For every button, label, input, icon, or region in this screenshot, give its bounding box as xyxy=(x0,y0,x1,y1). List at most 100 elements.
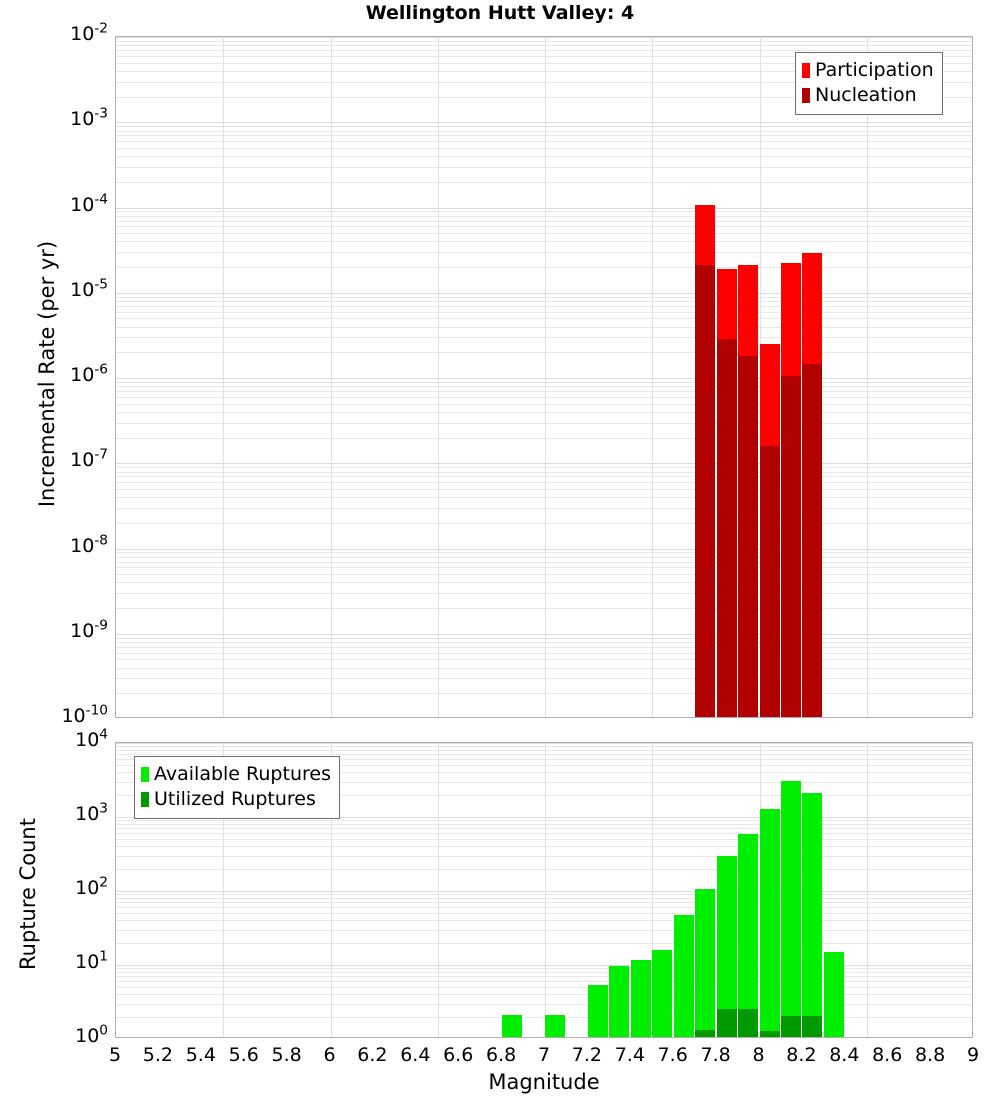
gridline-horizontal xyxy=(116,523,972,524)
gridline-horizontal xyxy=(116,337,972,338)
gridline-vertical xyxy=(223,743,224,1037)
gridline-horizontal xyxy=(116,693,972,694)
gridline-horizontal xyxy=(116,463,972,464)
gridline-horizontal xyxy=(116,772,972,773)
gridline-horizontal xyxy=(116,50,972,51)
bar-available-ruptures xyxy=(588,985,608,1037)
legend-label-available-ruptures: Available Ruptures xyxy=(154,763,331,785)
y-axis-ticks-bottom: 104 103 102 101 100 xyxy=(46,728,108,1046)
gridline-horizontal xyxy=(116,397,972,398)
gridline-horizontal xyxy=(116,894,972,895)
bar-available-ruptures xyxy=(695,889,715,1037)
gridline-horizontal xyxy=(116,943,972,944)
y-tick-label: 10-4 xyxy=(70,191,108,216)
bar-nucleation xyxy=(781,376,801,717)
gridline-horizontal xyxy=(116,968,972,969)
bar-nucleation xyxy=(738,356,758,717)
gridline-horizontal xyxy=(116,795,972,796)
gridline-horizontal xyxy=(116,156,972,157)
x-tick-label: 7.4 xyxy=(614,1044,645,1066)
gridline-horizontal xyxy=(116,820,972,821)
x-tick-label: 5.4 xyxy=(185,1044,216,1066)
y-axis-ticks-top: 10-2 10-3 10-4 10-5 10-6 10-7 10-8 10-9 10-10 xyxy=(46,22,108,726)
gridline-horizontal xyxy=(116,1004,972,1005)
x-tick-label: 5 xyxy=(108,1044,122,1066)
gridline-horizontal xyxy=(116,765,972,766)
gridline-horizontal xyxy=(116,167,972,168)
x-tick-label: 7.6 xyxy=(657,1044,688,1066)
gridline-horizontal xyxy=(116,82,972,83)
y-tick-label: 10-8 xyxy=(70,532,108,557)
gridline-horizontal xyxy=(116,782,972,783)
y-tick-label: 100 xyxy=(75,1022,108,1047)
gridline-vertical xyxy=(223,37,224,717)
y-axis-label-top: Incremental Rate (per yr) xyxy=(35,240,59,508)
gridline-horizontal xyxy=(116,301,972,302)
gridline-horizontal xyxy=(116,574,972,575)
gridline-horizontal xyxy=(116,211,972,212)
legend-label-utilized-ruptures: Utilized Ruptures xyxy=(154,788,316,810)
y-tick-label: 10-10 xyxy=(61,702,108,727)
x-tick-label: 7.2 xyxy=(571,1044,602,1066)
legend-item-available-ruptures[interactable]: Available Ruptures xyxy=(141,762,331,787)
gridline-horizontal xyxy=(116,891,972,892)
legend-swatch-participation xyxy=(802,63,810,78)
bar-available-ruptures xyxy=(781,781,801,1037)
gridline-horizontal xyxy=(116,252,972,253)
gridline-horizontal xyxy=(116,45,972,46)
gridline-horizontal xyxy=(116,482,972,483)
y-axis-label-bottom: Rupture Count xyxy=(16,818,40,970)
gridline-vertical xyxy=(545,743,546,1037)
gridline-horizontal xyxy=(116,56,972,57)
gridline-horizontal xyxy=(116,549,972,550)
legend-top: Participation Nucleation xyxy=(795,52,943,115)
gridline-vertical xyxy=(867,37,868,717)
bar-available-ruptures xyxy=(545,1015,565,1037)
x-tick-label: 8.6 xyxy=(872,1044,903,1066)
y-tick-label: 101 xyxy=(75,948,108,973)
gridline-horizontal xyxy=(116,297,972,298)
gridline-horizontal xyxy=(116,306,972,307)
legend-swatch-utilized-ruptures xyxy=(141,792,149,807)
gridline-horizontal xyxy=(116,412,972,413)
x-tick-label: 7 xyxy=(537,1044,551,1066)
gridline-horizontal xyxy=(116,37,972,38)
gridline-horizontal xyxy=(116,221,972,222)
gridline-horizontal xyxy=(116,41,972,42)
gridline-horizontal xyxy=(116,489,972,490)
bar-available-ruptures xyxy=(824,952,844,1037)
legend-bottom: Available Ruptures Utilized Ruptures xyxy=(134,756,340,819)
incremental-rate-plot xyxy=(115,36,973,718)
gridline-horizontal xyxy=(116,981,972,982)
gridline-horizontal xyxy=(116,817,972,818)
x-tick-label: 5.8 xyxy=(271,1044,302,1066)
gridline-horizontal xyxy=(116,846,972,847)
legend-label-nucleation: Nucleation xyxy=(815,84,917,106)
gridline-horizontal xyxy=(116,241,972,242)
gridline-horizontal xyxy=(116,226,972,227)
x-tick-label: 6.4 xyxy=(400,1044,431,1066)
gridline-horizontal xyxy=(116,472,972,473)
bar-utilized-ruptures xyxy=(717,1009,737,1037)
legend-item-nucleation[interactable]: Nucleation xyxy=(802,83,934,108)
bar-available-ruptures xyxy=(760,809,780,1037)
gridline-horizontal xyxy=(116,208,972,209)
gridline-horizontal xyxy=(116,839,972,840)
gridline-horizontal xyxy=(116,141,972,142)
x-tick-label: 8 xyxy=(752,1044,765,1066)
legend-item-participation[interactable]: Participation xyxy=(802,58,934,83)
gridline-horizontal xyxy=(116,497,972,498)
gridline-horizontal xyxy=(116,352,972,353)
legend-item-utilized-ruptures[interactable]: Utilized Ruptures xyxy=(141,787,331,812)
y-tick-label: 102 xyxy=(75,874,108,899)
gridline-horizontal xyxy=(116,557,972,558)
gridline-horizontal xyxy=(116,378,972,379)
y-tick-label: 103 xyxy=(75,800,108,825)
gridline-horizontal xyxy=(116,653,972,654)
gridline-horizontal xyxy=(116,131,972,132)
gridline-horizontal xyxy=(116,994,972,995)
gridline-horizontal xyxy=(116,382,972,383)
gridline-horizontal xyxy=(116,1017,972,1018)
gridline-horizontal xyxy=(116,856,972,857)
